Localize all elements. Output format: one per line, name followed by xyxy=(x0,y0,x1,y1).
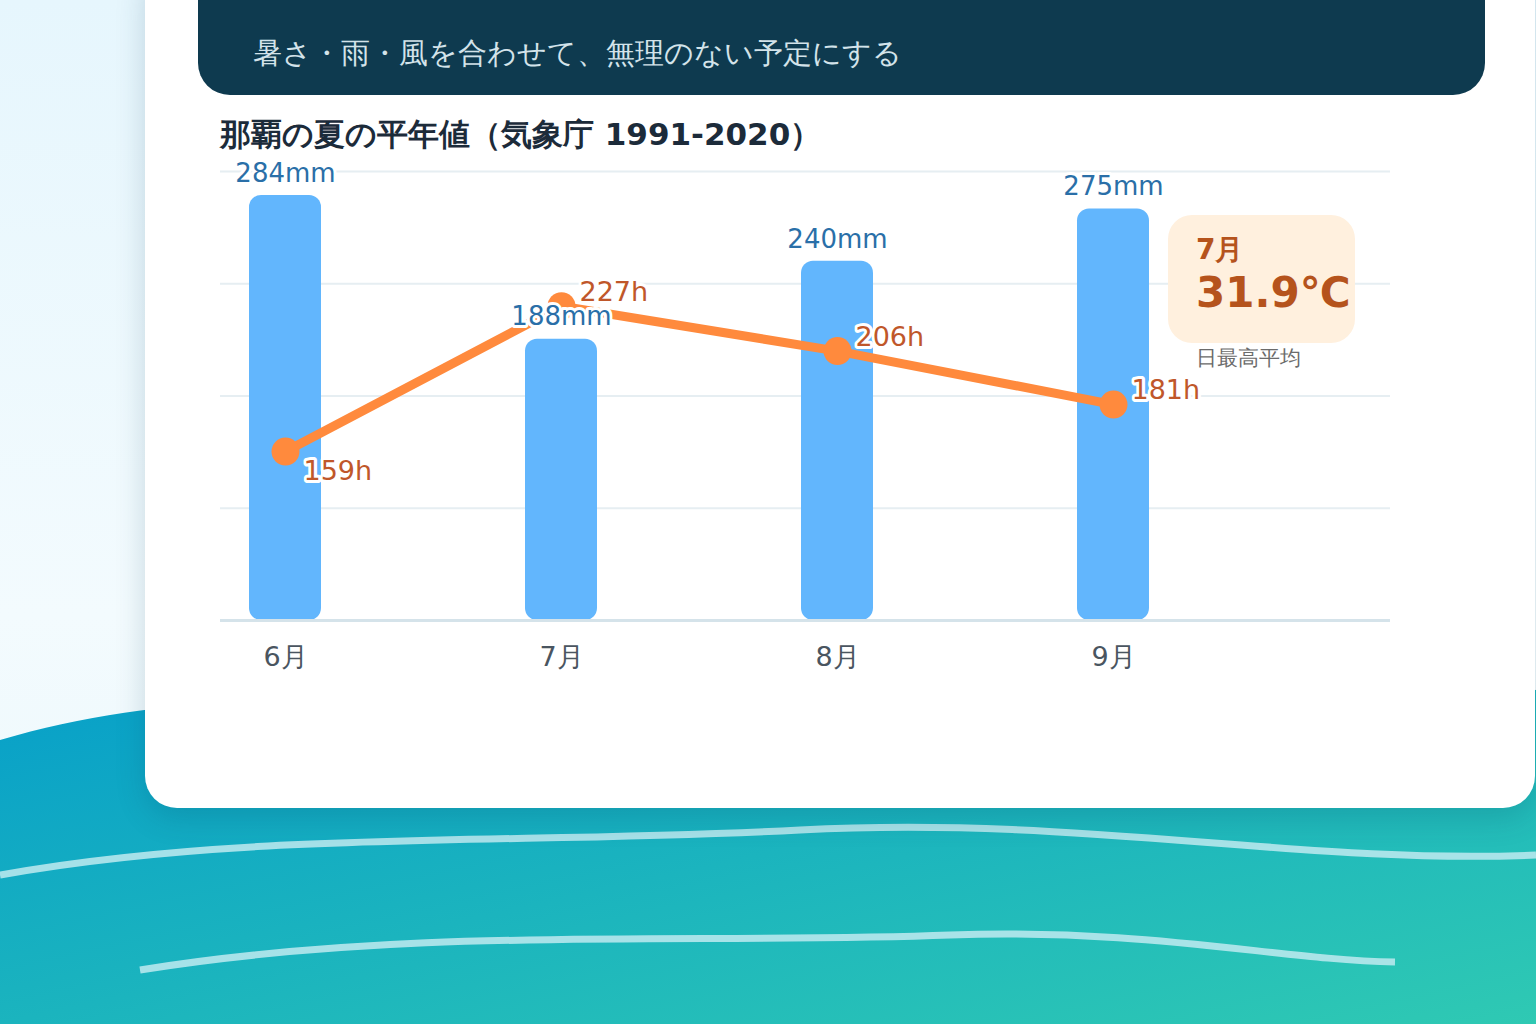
svg-text:7月: 7月 xyxy=(539,641,583,672)
svg-text:9月: 9月 xyxy=(1091,641,1135,672)
html-text:那覇の夏の平年値（気象庁 1991-2020）: 那覇の夏の平年値（気象庁 1991-2020） xyxy=(220,116,822,152)
svg-text:181h: 181h xyxy=(1132,374,1201,405)
svg-text:159h: 159h xyxy=(304,455,373,486)
html-text:31.9℃: 31.9℃ xyxy=(1196,268,1351,317)
svg-text:8月: 8月 xyxy=(815,641,859,672)
svg-text:206h: 206h xyxy=(856,321,925,352)
svg-text:6月: 6月 xyxy=(263,641,307,672)
html-text:暑さ・雨・風を合わせて、無理のない予定にする: 暑さ・雨・風を合わせて、無理のない予定にする xyxy=(253,36,902,70)
svg-text:227h: 227h xyxy=(579,275,649,307)
html-text:日最高平均: 日最高平均 xyxy=(1196,346,1301,370)
svg-text:188mm: 188mm xyxy=(511,301,611,331)
svg-text:240mm: 240mm xyxy=(787,224,887,254)
html-text:7月: 7月 xyxy=(1196,233,1244,266)
svg-text:284mm: 284mm xyxy=(235,158,335,188)
svg-text:275mm: 275mm xyxy=(1063,171,1163,201)
